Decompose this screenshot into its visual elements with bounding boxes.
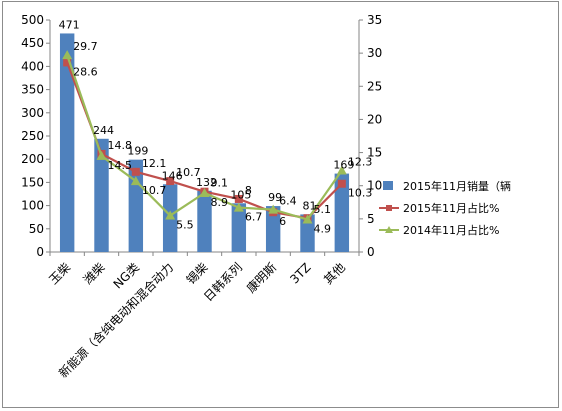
line-value-label: 6	[279, 215, 286, 228]
bar-value-label: 199	[127, 145, 148, 158]
line-value-label: 10.7	[176, 166, 201, 179]
right-tick-label: 10	[367, 179, 382, 193]
triangle-marker	[233, 202, 244, 212]
legend-label: 2015年11月销量（辆	[403, 179, 511, 193]
category-label: 其他	[321, 260, 348, 287]
combo-chart: 0 50 100 150 200 250 300 350 400 450 500 0 5 10 15 20 25…	[21, 13, 511, 381]
line-value-label: 12.1	[142, 157, 167, 170]
triangle-marker	[336, 165, 347, 175]
left-tick-label: 0	[36, 245, 44, 259]
bar-value-label: 146	[162, 169, 183, 182]
line-value-label: 28.6	[73, 65, 98, 78]
triangle-marker	[165, 210, 176, 220]
right-tick-label: 20	[367, 112, 382, 126]
right-tick-label: 0	[367, 245, 375, 259]
right-tick-label: 15	[367, 146, 382, 160]
left-tick-label: 450	[21, 36, 44, 50]
line-value-label: 14.5	[108, 159, 133, 172]
line-value-label: 5.5	[176, 219, 194, 232]
bar-value-label: 105	[230, 188, 251, 201]
line-value-label: 10.7	[142, 184, 167, 197]
bar	[300, 214, 315, 252]
legend-swatch-bar	[383, 181, 393, 190]
bar	[231, 203, 247, 252]
axes: 0 50 100 150 200 250 300 350 400 450 500 0 5 10 15 20 25…	[21, 13, 382, 259]
category-label: 锡柴	[183, 260, 211, 288]
line-value-label: 6.7	[245, 211, 262, 224]
right-tick-label: 25	[367, 79, 382, 93]
left-tick-label: 100	[21, 199, 44, 213]
line-value-label: 29.7	[73, 40, 98, 53]
left-tick-label: 150	[21, 175, 44, 189]
bar	[94, 138, 109, 252]
bar-value-label: 244	[93, 124, 114, 137]
bar-value-label: 99	[268, 191, 282, 204]
bar	[197, 190, 212, 252]
square-marker	[337, 179, 346, 188]
right-tick-label: 5	[367, 212, 375, 226]
triangle-marker	[268, 204, 279, 214]
triangle-marker	[96, 150, 107, 160]
triangle-marker	[130, 176, 141, 186]
line-value-label: 5.1	[314, 203, 332, 216]
line-value-label: 8	[245, 184, 252, 197]
category-label: 日韩系列	[200, 260, 245, 305]
square-marker	[234, 194, 243, 203]
bar-value-label: 471	[59, 18, 80, 31]
bar	[334, 173, 350, 252]
bar-value-label: 169	[333, 159, 354, 172]
triangle-marker	[62, 50, 73, 60]
line-value-label: 10.3	[348, 187, 373, 200]
left-tick-label: 50	[29, 222, 44, 236]
left-tick-label: 300	[21, 106, 44, 120]
square-marker	[166, 177, 175, 186]
category-label: 潍柴	[81, 260, 108, 287]
legend: 2015年11月销量（辆 2015年11月占比% 2014年11月占比%	[379, 179, 511, 237]
data-labels: 471 244 199 146 132 105 99 81 169 28.6 14.8 12.1 10.…	[59, 18, 373, 235]
triangle-marker	[199, 188, 210, 198]
left-tick-label: 400	[21, 59, 44, 73]
line-value-label: 6.4	[279, 195, 297, 208]
line-value-label: 8.9	[211, 196, 229, 209]
square-marker	[63, 58, 72, 67]
bar-value-label: 81	[303, 199, 317, 212]
line-value-label: 14.8	[108, 139, 133, 152]
bar	[59, 33, 75, 253]
right-tick-label: 35	[367, 13, 382, 27]
left-tick-label: 500	[21, 13, 44, 27]
line-value-label: 12.3	[348, 155, 373, 168]
bar-value-label: 132	[196, 176, 217, 189]
category-label: 3TZ	[287, 260, 313, 286]
left-tick-label: 250	[21, 129, 44, 143]
legend-marker	[385, 226, 393, 233]
category-label: NG类	[111, 260, 142, 291]
bar	[265, 206, 281, 252]
right-tick-label: 30	[367, 46, 382, 60]
square-marker	[131, 167, 140, 176]
line-value-label: 9.1	[211, 177, 229, 190]
line-value-label: 4.9	[314, 223, 332, 236]
lines	[62, 50, 347, 224]
category-label: 玉柴	[46, 260, 73, 287]
left-tick-label: 200	[21, 152, 44, 166]
triangle-marker	[302, 214, 313, 224]
legend-label: 2015年11月占比%	[403, 201, 499, 215]
left-tick-label: 350	[21, 83, 44, 97]
legend-label: 2014年11月占比%	[403, 223, 499, 237]
category-label: 康明斯	[243, 260, 279, 296]
legend-marker	[386, 205, 392, 211]
